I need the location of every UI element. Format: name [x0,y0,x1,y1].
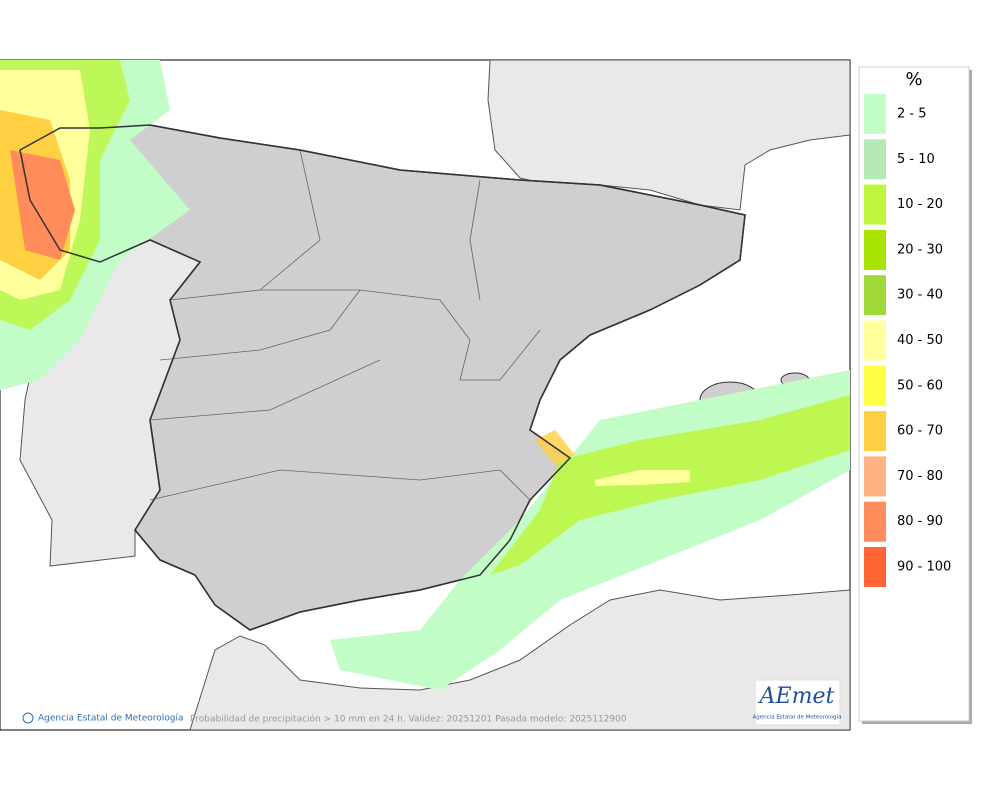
copyright-icon [22,712,34,724]
legend-swatch [864,547,886,587]
legend-label: 90 - 100 [897,560,951,575]
logo-subtitle: Agencia Estatal de Meteorología [753,714,842,721]
legend-swatch [864,94,886,134]
legend: % 2 - 5 5 - 10 10 - 20 20 - 30 30 - 40 40 - 5… [858,66,972,724]
africa [189,589,850,730]
legend-swatch [864,275,886,316]
legend-label: 5 - 10 [897,152,935,167]
legend-swatch [864,184,886,225]
logo-name: AEmet [758,684,835,709]
legend-label: 20 - 30 [897,242,943,257]
caption: Probabilidad de precipitación > 10 mm en… [190,714,627,725]
legend-title: % [905,69,922,90]
regions [149,149,541,501]
legend-label: 2 - 5 [897,107,927,122]
legend-label: 40 - 50 [897,333,943,348]
map: Agencia Estatal de Meteorología Probabil… [0,59,851,731]
legend-label: 10 - 20 [897,197,943,212]
legend-label: 70 - 80 [897,469,943,484]
legend-label: 30 - 40 [897,288,943,303]
legend-swatch [864,229,886,270]
credit: Agencia Estatal de Meteorología [38,714,184,724]
logo: AEmet Agencia Estatal de Meteorología [753,679,842,726]
legend-label: 60 - 70 [897,424,943,439]
legend-swatch [864,456,886,497]
spain-border [19,124,746,631]
legend-swatch [864,411,886,452]
legend-swatch [864,320,886,361]
legend-swatch [864,139,886,180]
legend-label: 80 - 90 [897,514,943,529]
legend-swatch [864,501,886,542]
legend-label: 50 - 60 [897,378,943,393]
legend-swatch [864,365,886,406]
